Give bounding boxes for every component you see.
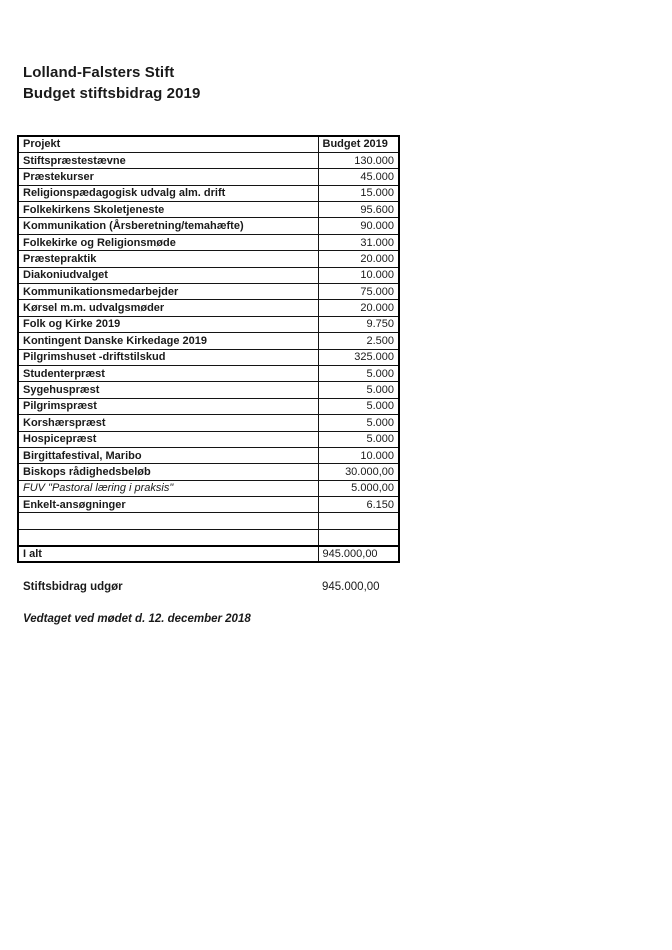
table-row: Diakoniudvalget 10.000 bbox=[17, 266, 400, 285]
budget-cell: 15.000 bbox=[317, 184, 400, 203]
project-cell: FUV "Pastoral læring i praksis" bbox=[17, 479, 319, 498]
total-value-cell: 945.000,00 bbox=[317, 544, 400, 563]
budget-cell: 5.000 bbox=[317, 397, 400, 416]
budget-cell: 5.000 bbox=[317, 381, 400, 399]
table-row: FUV "Pastoral læring i praksis" 5.000,00 bbox=[17, 479, 400, 498]
table-row: Birgittafestival, Maribo 10.000 bbox=[17, 446, 400, 465]
table-row: Folk og Kirke 2019 9.750 bbox=[17, 315, 400, 334]
total-row: I alt 945.000,00 bbox=[17, 544, 400, 563]
table-row: Sygehuspræst 5.000 bbox=[17, 381, 400, 399]
budget-cell bbox=[317, 528, 400, 547]
budget-table: Projekt Budget 2019 Stiftspræstestævne 1… bbox=[17, 135, 400, 564]
table-row: Folkekirkens Skoletjeneste 95.600 bbox=[17, 201, 400, 219]
table-row: Korshærspræst 5.000 bbox=[17, 414, 400, 432]
document-header: Lolland-Falsters Stift Budget stiftsbidr… bbox=[23, 62, 200, 104]
budget-cell: 2.500 bbox=[317, 332, 400, 350]
table-row: Enkelt-ansøgninger 6.150 bbox=[17, 496, 400, 514]
project-cell: Præstepraktik bbox=[17, 250, 319, 268]
project-cell: Kørsel m.m. udvalgsmøder bbox=[17, 299, 319, 317]
project-cell: Sygehuspræst bbox=[17, 381, 319, 399]
project-cell: Birgittafestival, Maribo bbox=[17, 446, 319, 465]
table-row bbox=[17, 528, 400, 547]
budget-cell: 20.000 bbox=[317, 250, 400, 268]
budget-cell bbox=[317, 512, 400, 530]
budget-cell: 130.000 bbox=[317, 151, 400, 170]
project-cell: Pilgrimspræst bbox=[17, 397, 319, 416]
budget-cell: 5.000 bbox=[317, 364, 400, 383]
column-header-project: Projekt bbox=[17, 135, 319, 153]
budget-cell: 95.600 bbox=[317, 201, 400, 219]
table-row: Biskops rådighedsbeløb 30.000,00 bbox=[17, 463, 400, 481]
table-row: Pilgrimspræst 5.000 bbox=[17, 397, 400, 416]
project-cell: Kommunikationsmedarbejder bbox=[17, 283, 319, 301]
budget-cell: 5.000 bbox=[317, 414, 400, 432]
table-header-row: Projekt Budget 2019 bbox=[17, 135, 400, 153]
project-cell: Folk og Kirke 2019 bbox=[17, 315, 319, 334]
budget-cell: 5.000 bbox=[317, 430, 400, 448]
table-row: Studenterpræst 5.000 bbox=[17, 364, 400, 383]
table-row: Pilgrimshuset -driftstilskud 325.000 bbox=[17, 348, 400, 366]
project-cell: Kontingent Danske Kirkedage 2019 bbox=[17, 332, 319, 350]
summary-label: Stiftsbidrag udgør bbox=[23, 581, 123, 593]
table-row: Kørsel m.m. udvalgsmøder 20.000 bbox=[17, 299, 400, 317]
budget-table-body: Stiftspræstestævne 130.000 Præstekurser … bbox=[17, 151, 400, 547]
table-row: Præstekurser 45.000 bbox=[17, 168, 400, 186]
project-cell: Religionspædagogisk udvalg alm. drift bbox=[17, 184, 319, 203]
project-cell: Pilgrimshuset -driftstilskud bbox=[17, 348, 319, 366]
budget-cell: 75.000 bbox=[317, 283, 400, 301]
budget-cell: 10.000 bbox=[317, 446, 400, 465]
project-cell: Enkelt-ansøgninger bbox=[17, 496, 319, 514]
project-cell: Korshærspræst bbox=[17, 414, 319, 432]
project-cell: Kommunikation (Årsberetning/temahæfte) bbox=[17, 217, 319, 235]
budget-cell: 325.000 bbox=[317, 348, 400, 366]
budget-cell: 20.000 bbox=[317, 299, 400, 317]
budget-cell: 6.150 bbox=[317, 496, 400, 514]
project-cell: Diakoniudvalget bbox=[17, 266, 319, 285]
budget-cell: 10.000 bbox=[317, 266, 400, 285]
project-cell: Hospicepræst bbox=[17, 430, 319, 448]
project-cell: Folkekirkens Skoletjeneste bbox=[17, 201, 319, 219]
project-cell: Præstekurser bbox=[17, 168, 319, 186]
table-row: Stiftspræstestævne 130.000 bbox=[17, 151, 400, 170]
budget-cell: 5.000,00 bbox=[317, 479, 400, 498]
project-cell bbox=[17, 512, 319, 530]
approval-note: Vedtaget ved mødet d. 12. december 2018 bbox=[23, 613, 251, 625]
project-cell: Studenterpræst bbox=[17, 364, 319, 383]
project-cell: Folkekirke og Religionsmøde bbox=[17, 233, 319, 252]
table-row bbox=[17, 512, 400, 530]
project-cell: Biskops rådighedsbeløb bbox=[17, 463, 319, 481]
budget-cell: 30.000,00 bbox=[317, 463, 400, 481]
total-label-cell: I alt bbox=[17, 544, 319, 563]
table-row: Folkekirke og Religionsmøde 31.000 bbox=[17, 233, 400, 252]
budget-cell: 9.750 bbox=[317, 315, 400, 334]
table-row: Hospicepræst 5.000 bbox=[17, 430, 400, 448]
budget-cell: 45.000 bbox=[317, 168, 400, 186]
table-row: Kommunikationsmedarbejder 75.000 bbox=[17, 283, 400, 301]
column-header-budget: Budget 2019 bbox=[317, 135, 400, 153]
budget-cell: 31.000 bbox=[317, 233, 400, 252]
page-title: Lolland-Falsters Stift bbox=[23, 64, 175, 81]
budget-cell: 90.000 bbox=[317, 217, 400, 235]
summary-value: 945.000,00 bbox=[322, 581, 380, 593]
table-row: Præstepraktik 20.000 bbox=[17, 250, 400, 268]
project-cell bbox=[17, 528, 319, 547]
table-row: Religionspædagogisk udvalg alm. drift 15… bbox=[17, 184, 400, 203]
project-cell: Stiftspræstestævne bbox=[17, 151, 319, 170]
page-subtitle: Budget stiftsbidrag 2019 bbox=[23, 85, 201, 102]
table-row: Kommunikation (Årsberetning/temahæfte) 9… bbox=[17, 217, 400, 235]
table-row: Kontingent Danske Kirkedage 2019 2.500 bbox=[17, 332, 400, 350]
